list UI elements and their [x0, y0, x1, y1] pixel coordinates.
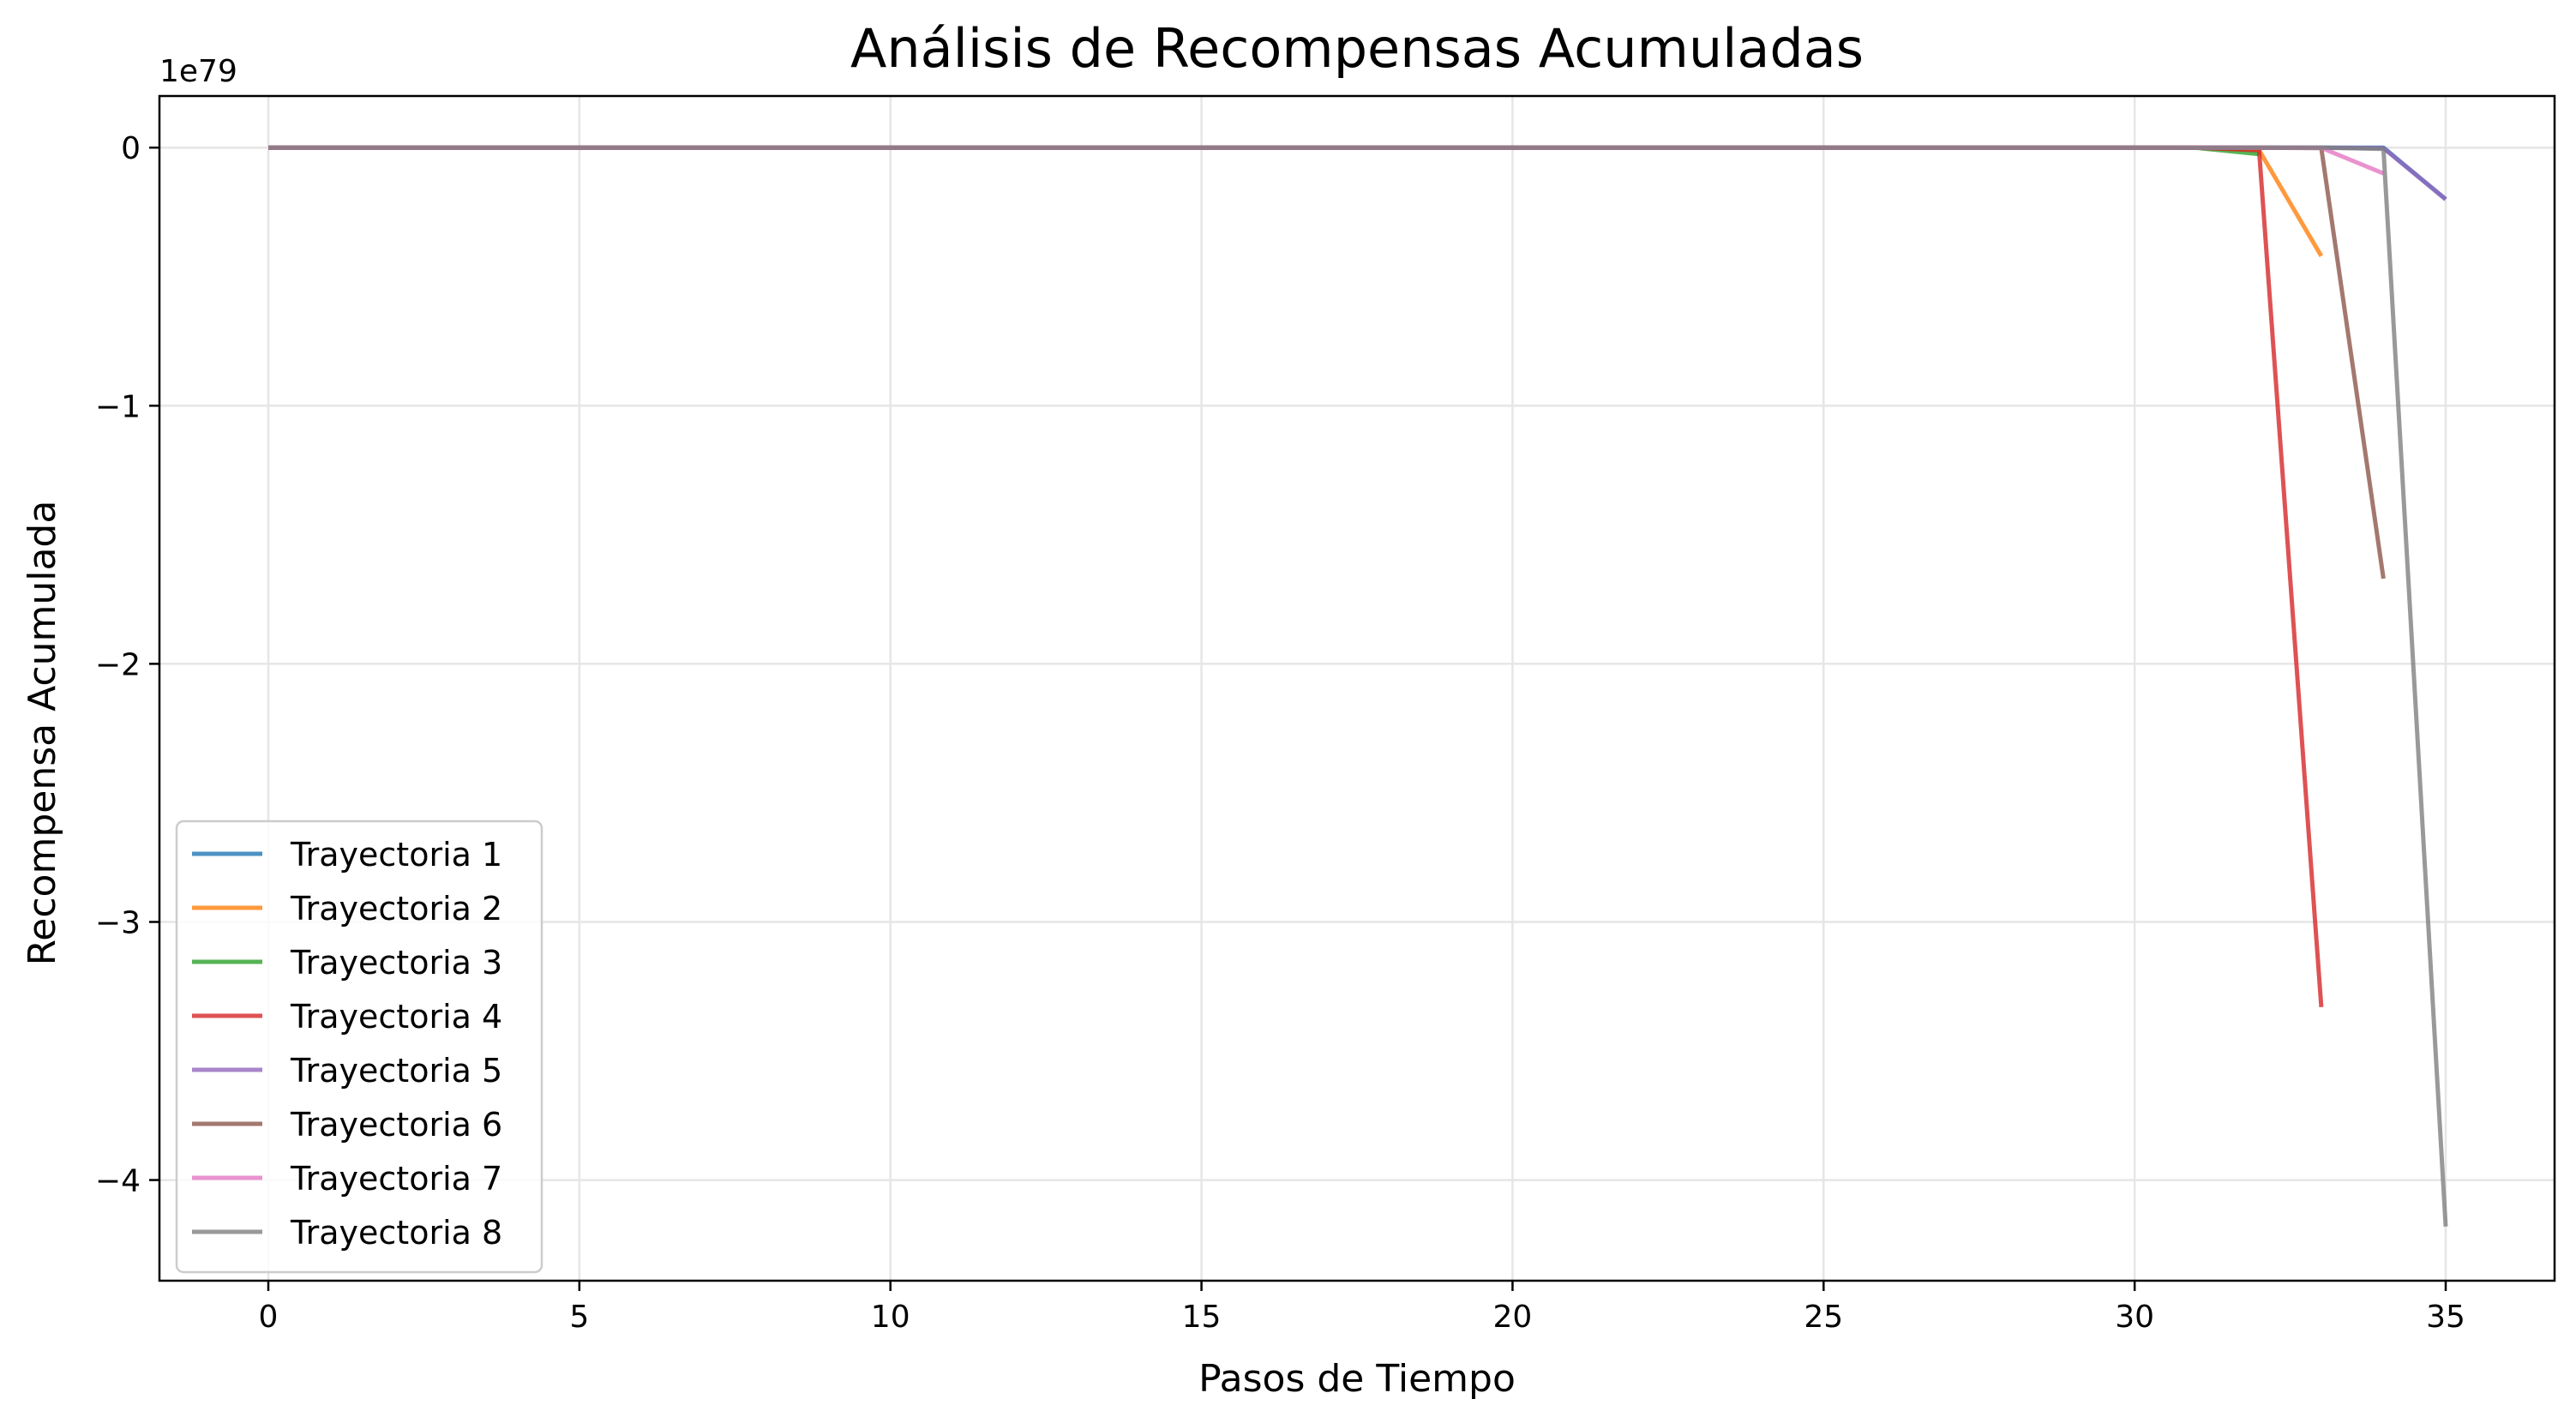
legend-label-8: Trayectoria 8	[290, 1214, 502, 1252]
legend-label-7: Trayectoria 7	[290, 1160, 502, 1198]
x-tick-label-0: 0	[259, 1300, 279, 1335]
legend-box	[175, 820, 543, 1274]
legend-label-1: Trayectoria 1	[290, 836, 502, 874]
series-layer	[268, 145, 2448, 1227]
x-tick-label-15: 15	[1182, 1300, 1222, 1335]
y-tick-label-1: −1	[95, 389, 141, 424]
x-tick-label-30: 30	[2115, 1300, 2154, 1335]
legend-label-5: Trayectoria 5	[290, 1052, 502, 1090]
x-tick-label-10: 10	[871, 1300, 910, 1335]
tick-layer: 0 5 10 15 20 25 30 35 0 −1 −2 −3 −4	[95, 131, 2465, 1335]
y-offset-label: 1e79	[159, 54, 237, 89]
x-tick-label-5: 5	[569, 1300, 589, 1335]
legend-label-6: Trayectoria 6	[290, 1106, 502, 1144]
y-tick-label-2: −2	[95, 647, 141, 682]
legend: Trayectoria 1 Trayectoria 2 Trayectoria 3 T…	[175, 820, 543, 1274]
x-tick-label-25: 25	[1804, 1300, 1843, 1335]
x-tick-label-20: 20	[1493, 1300, 1533, 1335]
chart-title: Análisis de Recompensas Acumuladas	[850, 17, 1864, 80]
y-tick-label-0: 0	[121, 131, 141, 166]
legend-label-2: Trayectoria 2	[290, 890, 502, 928]
x-axis-title: Pasos de Tiempo	[1198, 1357, 1516, 1401]
axes-frame	[158, 94, 2556, 1282]
x-tick-label-35: 35	[2426, 1300, 2465, 1335]
y-tick-label-4: −4	[95, 1164, 141, 1199]
y-axis-title: Recompensa Acumulada	[21, 501, 64, 966]
legend-label-4: Trayectoria 4	[290, 998, 502, 1036]
series-line-8	[268, 145, 2448, 1227]
y-tick-label-3: −3	[95, 905, 141, 940]
legend-label-3: Trayectoria 3	[290, 944, 502, 982]
